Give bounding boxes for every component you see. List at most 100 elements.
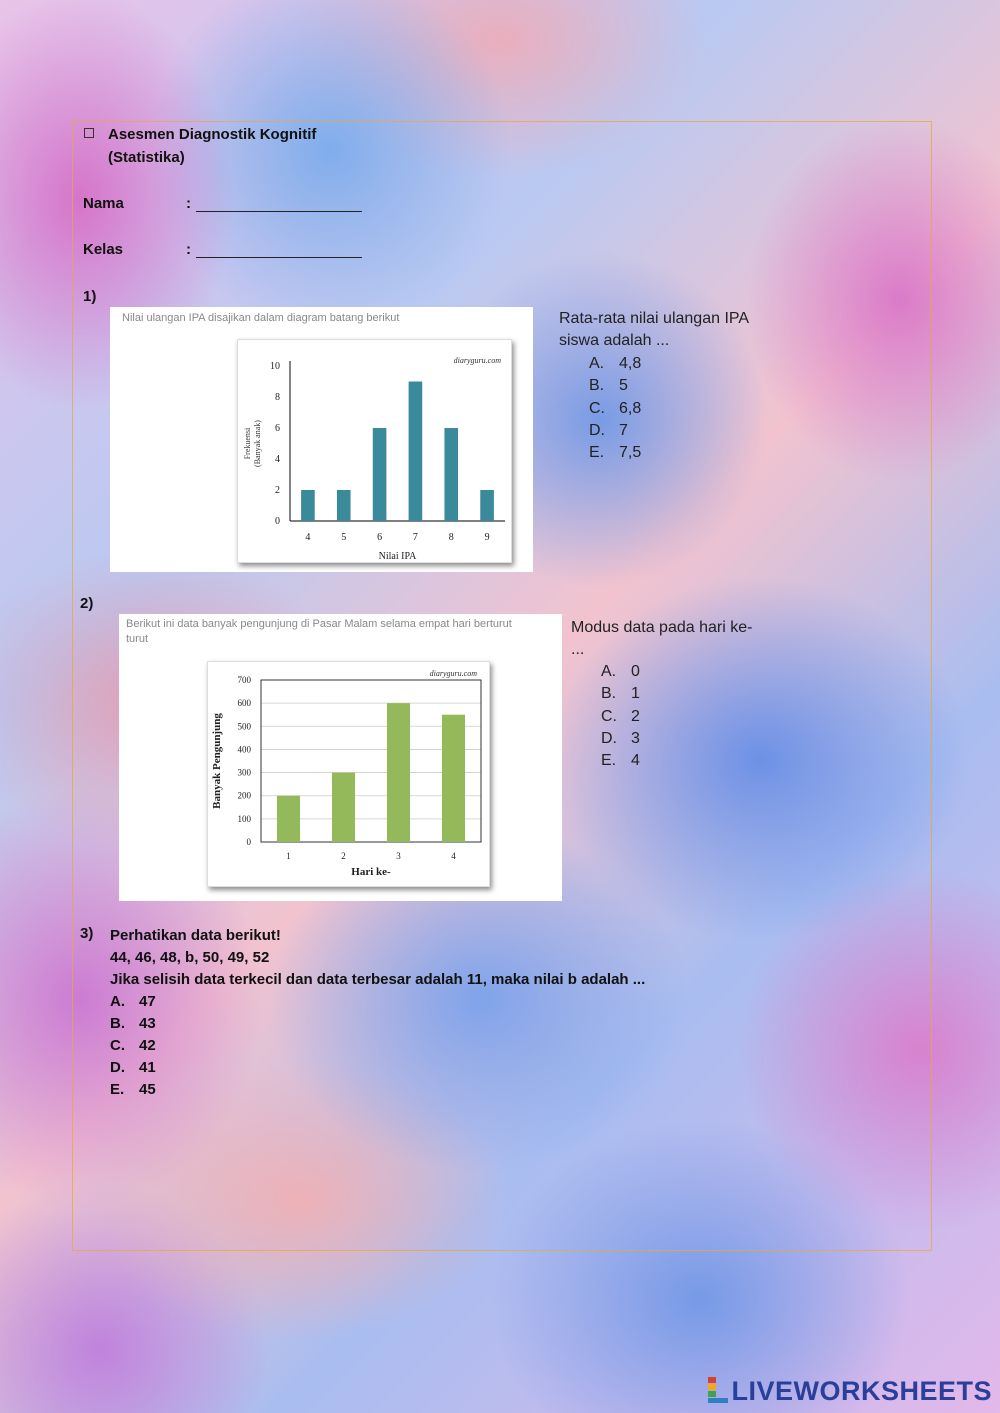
option-text: 45 [139, 1081, 156, 1098]
option-letter: D. [110, 1059, 125, 1076]
q2-option-b[interactable]: B. 1 [601, 683, 640, 705]
q2-option-d[interactable]: D. 3 [601, 728, 640, 750]
q1-option-c[interactable]: C. 6,8 [589, 398, 641, 420]
title-line-1: Asesmen Diagnostik Kognitif [108, 126, 317, 143]
name-input-line[interactable] [196, 211, 362, 212]
logo-text: LIVEWORKSHEETS [731, 1376, 992, 1406]
question-2-line-2: ... [571, 641, 585, 658]
chart-2-xtick-label: 4 [451, 851, 456, 861]
option-text: 2 [631, 707, 640, 725]
option-text: 5 [619, 377, 628, 395]
option-text: 4,8 [619, 355, 642, 372]
chart-1-bar-7 [408, 381, 423, 521]
option-letter: A. [601, 663, 617, 680]
chart-1-xtick-label: 8 [449, 532, 454, 543]
question-2-caption-line-1: Berikut ini data banyak pengunjung di Pa… [126, 618, 512, 630]
chart-1-y-axis-label: Frekuensi (Banyak anak) [243, 420, 262, 467]
chart-1-xtick-label: 4 [305, 532, 310, 543]
chart-2-watermark: diaryguru.com [430, 669, 478, 678]
question-1-line-2: siswa adalah ... [559, 332, 670, 349]
chart-1-bar-5 [336, 490, 351, 521]
option-letter: B. [589, 377, 605, 395]
q3-option-e[interactable]: E. 45 [110, 1079, 645, 1101]
question-2-line-1: Modus data pada hari ke- [571, 619, 753, 636]
q2-option-c[interactable]: C. 2 [601, 706, 640, 728]
question-2-caption-line-2: turut [126, 633, 149, 645]
option-text: 3 [631, 729, 640, 747]
option-text: 43 [139, 1015, 156, 1032]
option-letter: B. [601, 685, 617, 703]
q2-option-a[interactable]: A. 0 [601, 661, 640, 683]
name-label: Nama [83, 195, 124, 212]
chart-1-ytick-label: 2 [275, 485, 280, 496]
worksheet-frame [72, 121, 932, 1251]
question-1-caption: Nilai ulangan IPA disajikan dalam diagra… [122, 312, 400, 324]
question-2-caption: Berikut ini data banyak pengunjung di Pa… [126, 617, 562, 647]
question-3-line-1: Perhatikan data berikut! [110, 927, 281, 944]
class-colon: : [186, 241, 191, 258]
q2-option-e[interactable]: E. 4 [601, 750, 640, 772]
chart-2-xtick-label: 3 [396, 851, 401, 861]
option-text: 47 [139, 993, 156, 1010]
chart-1-watermark: diaryguru.com [454, 356, 502, 365]
chart-1: 0 2 4 6 8 10 4 5 6 7 8 9 Nilai IPA diaryguru.com Freku… [243, 356, 505, 562]
q3-option-d[interactable]: D. 41 [110, 1057, 645, 1079]
chart-1-ytick-label: 0 [275, 516, 280, 527]
q1-option-e[interactable]: E. 7,5 [589, 442, 641, 464]
chart-1-xtick-label: 6 [377, 532, 382, 543]
chart-2-x-axis-label: Hari ke- [351, 866, 391, 878]
chart-2-bar-3 [386, 703, 411, 842]
chart-2-ytick-label: 200 [238, 791, 252, 801]
chart-1-ytick-label: 6 [275, 423, 280, 434]
option-letter: B. [110, 1015, 125, 1032]
chart-1-ytick-label: 8 [275, 392, 280, 403]
chart-1-ytick-label: 4 [275, 454, 280, 465]
question-2-text: Modus data pada hari ke- ... [571, 617, 752, 661]
chart-2-y-axis-label: Banyak Pengunjung [211, 713, 223, 809]
chart-1-bar-6 [372, 428, 387, 521]
question-3-number: 3) [80, 925, 94, 942]
option-text: 42 [139, 1037, 156, 1054]
title-line-2: (Statistika) [108, 149, 185, 166]
option-letter: D. [589, 421, 605, 439]
question-1-line-1: Rata-rata nilai ulangan IPA [559, 310, 750, 327]
chart-2-xtick-label: 1 [286, 851, 291, 861]
chart-1-bar-9 [480, 490, 494, 521]
chart-2-bar-4 [441, 714, 466, 842]
chart-1-ytick-label: 10 [270, 361, 280, 372]
q1-option-b[interactable]: B. 5 [589, 375, 628, 397]
chart-2-ytick-label: 0 [247, 837, 252, 847]
chart-2-ytick-label: 400 [238, 744, 252, 754]
q3-option-b[interactable]: B. 43 [110, 1013, 645, 1035]
option-letter: A. [110, 993, 125, 1010]
chart-2-xtick-label: 2 [341, 851, 346, 861]
name-colon: : [186, 195, 191, 212]
q3-option-c[interactable]: C. 42 [110, 1035, 645, 1057]
option-text: 7,5 [619, 444, 642, 462]
worksheet-title: Asesmen Diagnostik Kognitif (Statistika) [84, 123, 384, 169]
q1-option-a[interactable]: A. 4,8 [589, 353, 641, 375]
chart-1-xtick-label: 9 [485, 532, 490, 543]
liveworksheets-logo[interactable]: LIVEWORKSHEETS [708, 1376, 992, 1407]
option-letter: A. [589, 355, 605, 372]
chart-2-bar-1 [276, 795, 301, 842]
question-2-image-panel: Berikut ini data banyak pengunjung di Pa… [119, 614, 562, 901]
chart-1-xtick-label: 5 [341, 532, 346, 543]
liveworksheets-logo-icon [708, 1377, 729, 1403]
chart-1-bar-4 [301, 490, 315, 521]
class-input-line[interactable] [196, 257, 362, 258]
chart-2: 0 100 200 300 400 500 600 700 1 2 3 4 Hari ke-diaryg… [211, 669, 482, 878]
option-letter: E. [110, 1081, 125, 1098]
chart-2-plot-frame [260, 679, 482, 843]
chart-2-bar-2 [331, 772, 356, 842]
option-letter: C. [601, 707, 617, 725]
option-letter: C. [589, 399, 605, 417]
option-letter: E. [601, 752, 617, 770]
option-letter: D. [601, 729, 617, 747]
chart-1-box: 0 2 4 6 8 10 4 5 6 7 8 9 Nilai IPA diaryguru.com Freku… [237, 339, 512, 563]
chart-1-y-axis-label-line-1: Frekuensi [243, 427, 252, 459]
q3-option-a[interactable]: A. 47 [110, 991, 645, 1013]
q1-option-d[interactable]: D. 7 [589, 420, 628, 442]
checkbox-bullet-icon [84, 128, 94, 138]
question-1-text: Rata-rata nilai ulangan IPA siswa adalah… [559, 308, 749, 352]
